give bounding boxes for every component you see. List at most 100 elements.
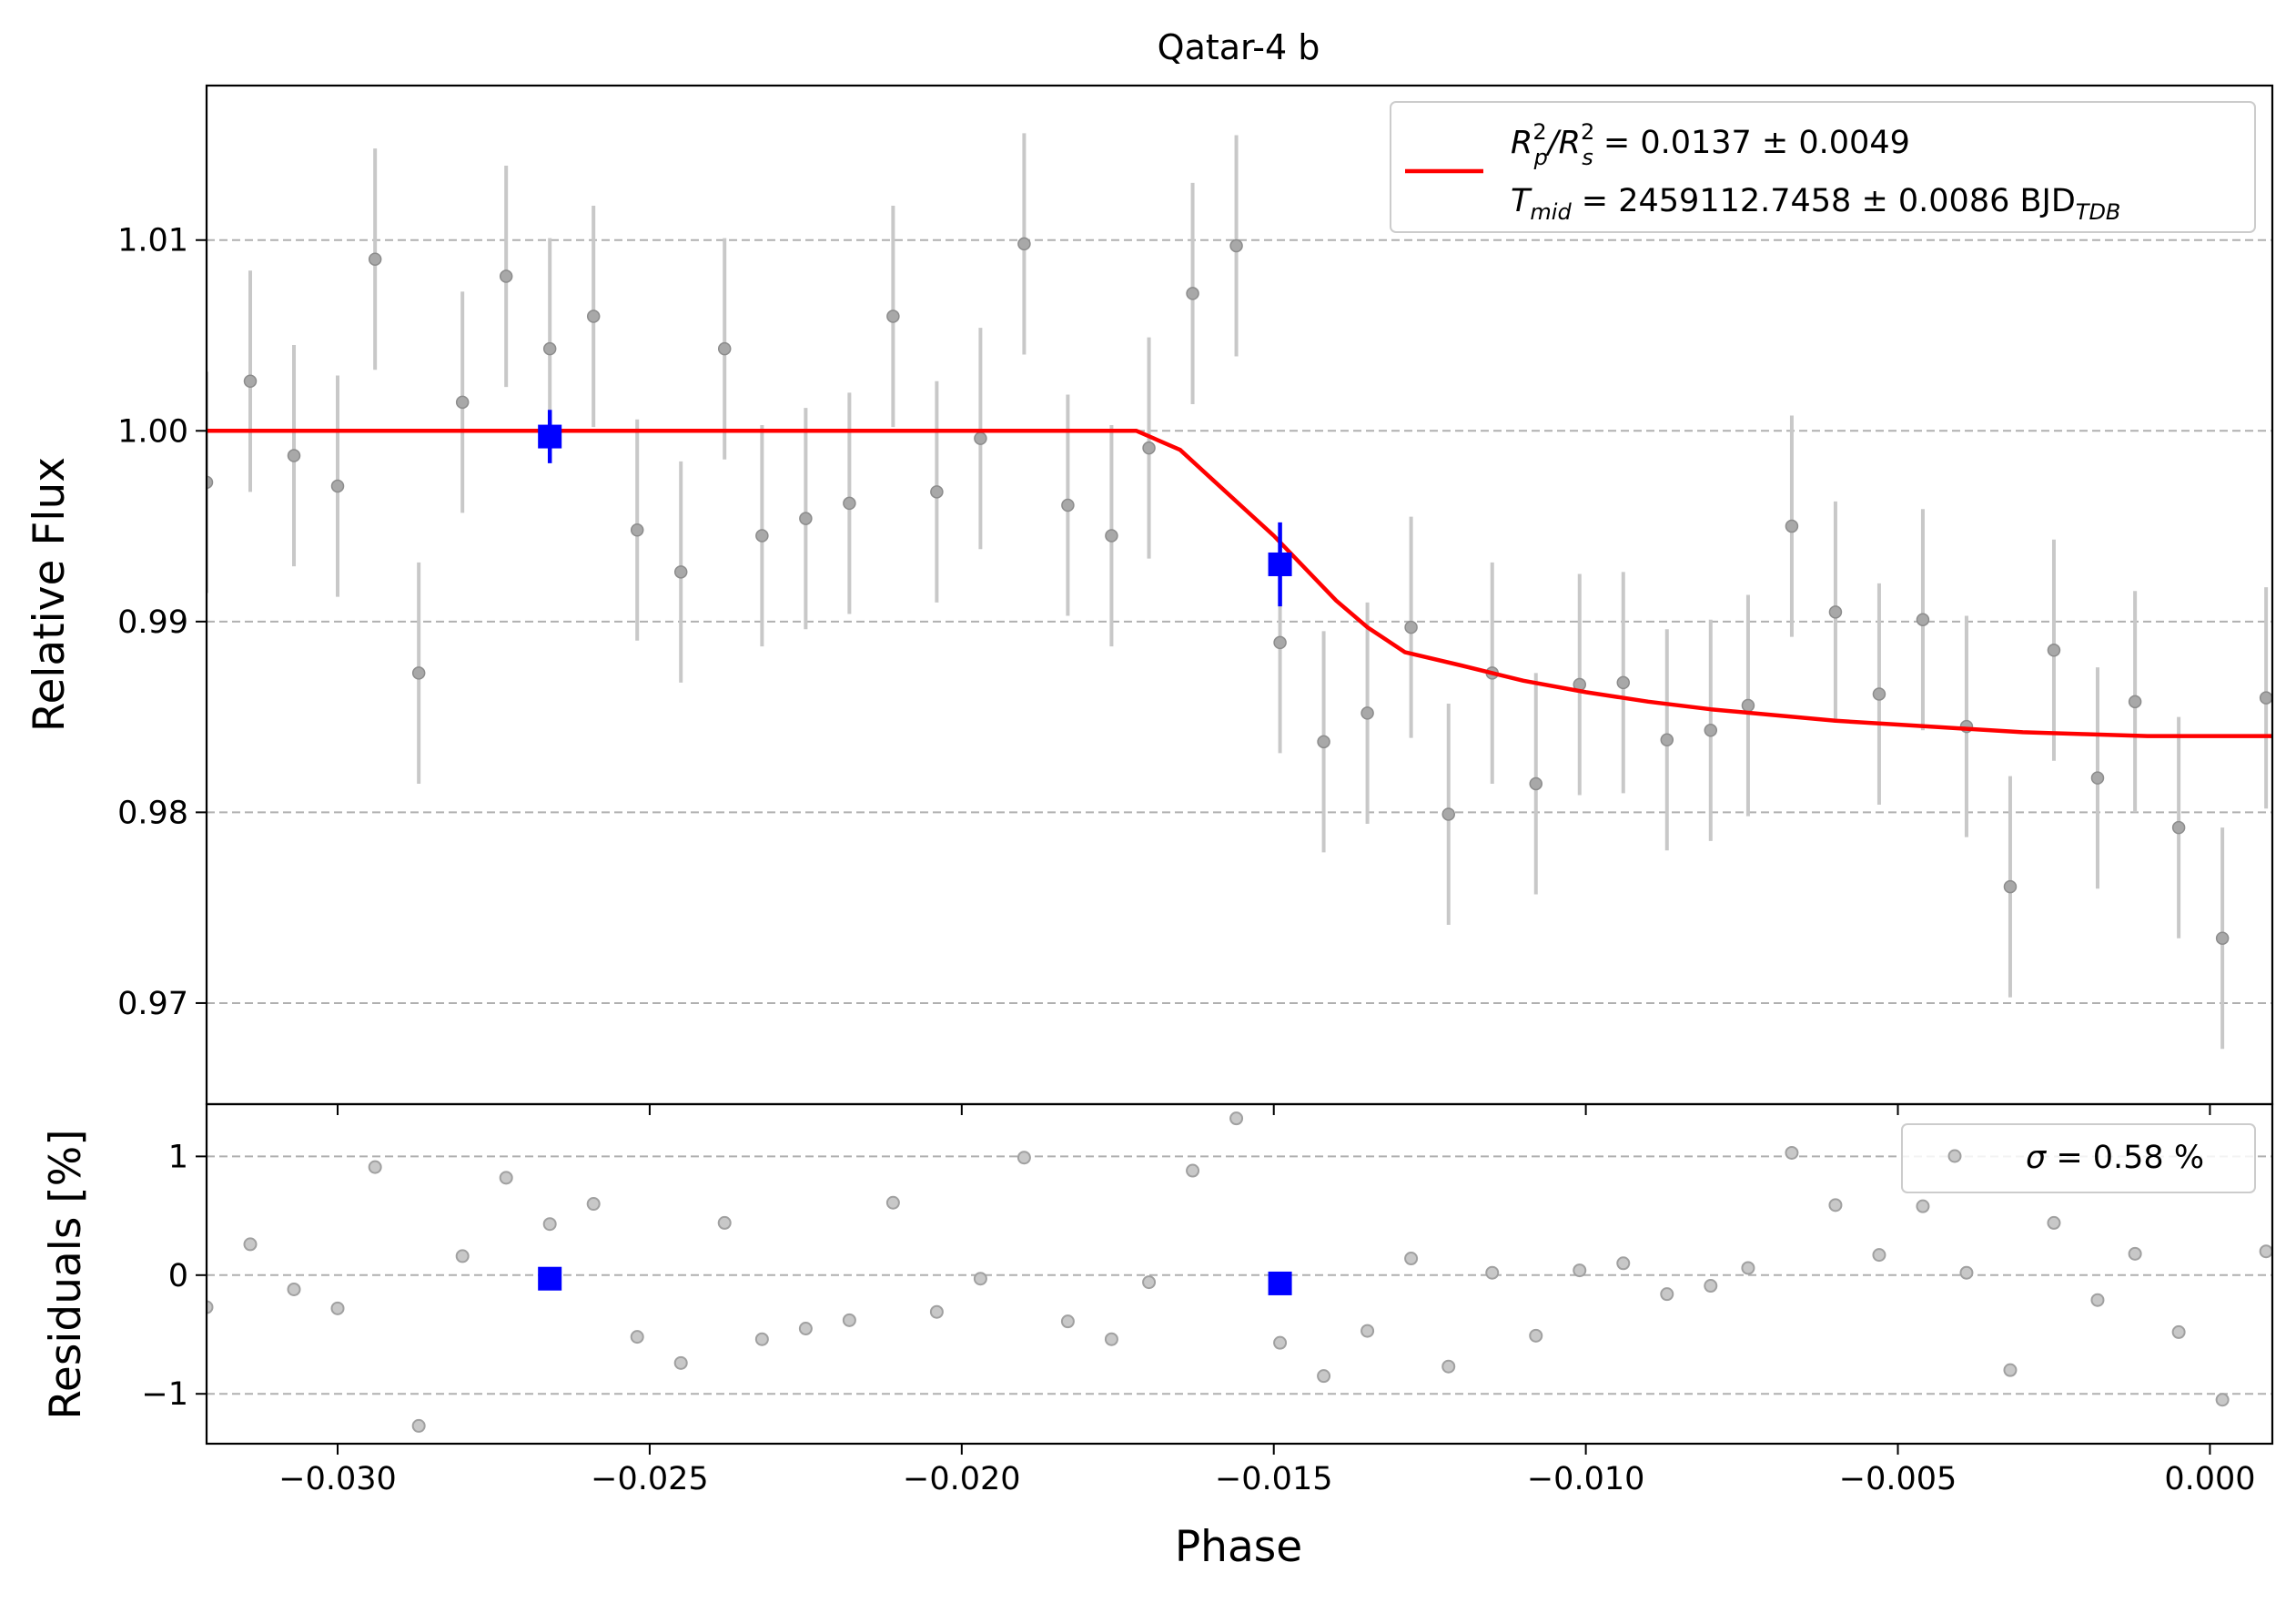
data-point [1872, 687, 1886, 701]
residual-point [287, 1282, 301, 1296]
data-point [1441, 807, 1455, 821]
bottom-y-tick-label: 0 [168, 1258, 188, 1294]
residual-point [1404, 1252, 1419, 1266]
residual-point [330, 1301, 345, 1315]
top-y-tick-label: 0.97 [117, 986, 188, 1022]
residual-point [1229, 1111, 1244, 1126]
residual-point [1485, 1265, 1500, 1280]
data-point [287, 449, 301, 462]
residual-point [243, 1237, 258, 1252]
bottom-x-tick-label: −0.025 [591, 1461, 709, 1497]
residual-point [798, 1321, 813, 1335]
data-point [542, 341, 557, 356]
data-point [717, 341, 732, 356]
bottom-legend: σ = 0.58 % [1901, 1123, 2256, 1193]
residual-point [717, 1215, 732, 1230]
residual-point [842, 1313, 856, 1327]
bottom-panel: −1 0 1 −0.030 −0.025 −0.020 −0.015 −0.010 −0.00… [41, 1102, 2274, 1572]
bottom-data-layer [207, 1111, 2272, 1433]
residual-point [1017, 1151, 1031, 1165]
data-point [974, 431, 987, 445]
bottom-x-tick-label: 0.000 [2164, 1461, 2255, 1497]
bottom-x-tick-label: −0.005 [1839, 1461, 1957, 1497]
data-point [2128, 695, 2142, 709]
residual-point [929, 1304, 944, 1319]
residual-point [1060, 1314, 1075, 1329]
residual-point [1573, 1263, 1587, 1278]
residual-point [1273, 1335, 1288, 1350]
data-point [630, 523, 644, 537]
residual-point [1186, 1163, 1200, 1178]
data-point [1317, 735, 1330, 749]
residual-point [1104, 1332, 1118, 1346]
data-point [411, 666, 426, 680]
data-point [930, 485, 944, 499]
data-point [368, 252, 382, 266]
legend-mid-time-entry: Tmid = 2459112.7458 ± 0.0086 BJDTDB [1511, 183, 2120, 225]
top-y-tick-label: 1.00 [117, 413, 188, 450]
top-y-tick-label: 1.01 [117, 223, 188, 259]
data-point [2171, 820, 2186, 835]
binned-residual-point [1268, 1271, 1292, 1295]
data-point [1186, 287, 1199, 300]
data-point [1404, 620, 1418, 634]
residual-point [2128, 1246, 2142, 1261]
bottom-x-tick-label: −0.030 [278, 1461, 397, 1497]
data-point [1360, 706, 1374, 720]
bottom-x-tick-label: −0.015 [1215, 1461, 1333, 1497]
data-point [1105, 529, 1118, 543]
residual-point [2171, 1324, 2186, 1339]
residual-point [1959, 1265, 1974, 1280]
top-y-ticks: 0.97 0.98 0.99 1.00 1.01 [117, 223, 207, 1022]
residual-point [2090, 1293, 2105, 1307]
data-point [2259, 691, 2272, 705]
legend-radius-ratio-entry: R2 p/R2 s = 0.0137 ± 0.0049 [1511, 119, 1910, 170]
residual-point [1872, 1248, 1886, 1263]
data-point [330, 479, 345, 493]
data-point [1660, 733, 1674, 747]
data-point [799, 512, 813, 525]
residual-point [1441, 1359, 1456, 1374]
residual-point [1704, 1279, 1718, 1294]
residual-point [1828, 1198, 1843, 1212]
data-point [1017, 237, 1031, 251]
data-point [843, 496, 856, 511]
data-point [2090, 771, 2105, 785]
residual-point [1360, 1324, 1375, 1338]
data-point [1704, 724, 1718, 737]
top-data-layer [207, 133, 2272, 1050]
data-point [886, 309, 900, 323]
residual-point [673, 1355, 688, 1370]
residual-point [754, 1332, 769, 1346]
bottom-legend-box [1901, 1123, 2256, 1193]
legend-sigma-entry: σ = 0.58 % [2026, 1140, 2204, 1176]
data-point [586, 309, 601, 323]
residual-point [586, 1197, 601, 1212]
residual-point [1142, 1275, 1157, 1290]
binned-point [538, 424, 562, 449]
data-point [1229, 238, 1243, 253]
residual-point [2047, 1215, 2061, 1230]
residual-point [455, 1249, 470, 1263]
data-point [1273, 635, 1287, 650]
residual-point [1616, 1256, 1631, 1271]
residual-point [2003, 1363, 2018, 1377]
top-legend: R2 p/R2 s = 0.0137 ± 0.0049 Tmid = 2459112… [1390, 101, 2256, 233]
residual-point [368, 1160, 382, 1174]
top-panel: 0.97 0.98 0.99 1.00 1.01 Relative Flux R2 p/R… [25, 84, 2274, 1115]
bottom-y-tick-label: 1 [168, 1139, 188, 1175]
x-axis-label: Phase [1175, 1522, 1302, 1572]
data-point [2003, 879, 2018, 894]
data-point [2215, 931, 2230, 945]
bottom-y-ticks: −1 0 1 [141, 1139, 207, 1413]
data-point [243, 374, 258, 389]
residual-point [2215, 1393, 2230, 1407]
top-y-tick-label: 0.98 [117, 795, 188, 831]
data-point [1616, 675, 1631, 690]
data-point [1061, 498, 1075, 512]
residual-point [630, 1330, 644, 1344]
data-point [1142, 441, 1156, 455]
residual-point [1317, 1369, 1331, 1384]
data-point [2047, 644, 2061, 657]
